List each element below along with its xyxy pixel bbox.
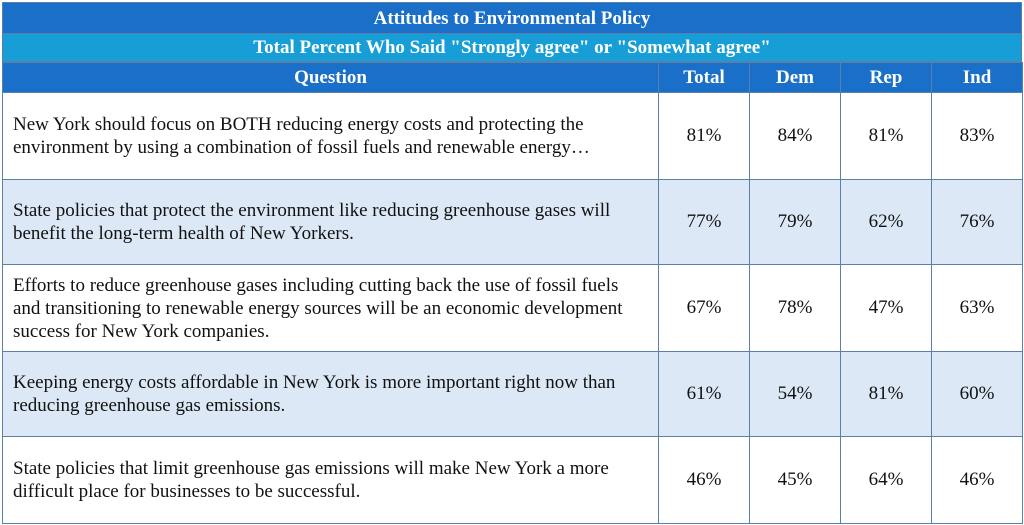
column-header-rep: Rep xyxy=(840,62,932,93)
ind-cell: 60% xyxy=(931,351,1023,437)
table-row: State policies that limit greenhouse gas… xyxy=(2,436,1023,524)
column-header-ind: Ind xyxy=(931,62,1023,93)
table-title: Attitudes to Environmental Policy xyxy=(2,2,1022,34)
total-cell: 61% xyxy=(658,351,750,437)
total-cell: 77% xyxy=(658,179,750,265)
column-header-question: Question xyxy=(2,62,659,93)
ind-cell: 63% xyxy=(931,264,1023,352)
dem-cell: 78% xyxy=(749,264,841,352)
table-row: New York should focus on BOTH reducing e… xyxy=(2,92,1023,180)
rep-cell: 62% xyxy=(840,179,932,265)
table-row: State policies that protect the environm… xyxy=(2,179,1023,265)
rep-cell: 64% xyxy=(840,436,932,524)
dem-cell: 79% xyxy=(749,179,841,265)
total-cell: 67% xyxy=(658,264,750,352)
ind-cell: 76% xyxy=(931,179,1023,265)
column-header-dem: Dem xyxy=(749,62,841,93)
question-cell: Keeping energy costs affordable in New Y… xyxy=(2,351,659,437)
table-row: Efforts to reduce greenhouse gases inclu… xyxy=(2,264,1023,352)
ind-cell: 83% xyxy=(931,92,1023,180)
rep-cell: 81% xyxy=(840,92,932,180)
column-header-total: Total xyxy=(658,62,750,93)
question-cell: Efforts to reduce greenhouse gases inclu… xyxy=(2,264,659,352)
ind-cell: 46% xyxy=(931,436,1023,524)
question-cell: State policies that protect the environm… xyxy=(2,179,659,265)
table-subtitle: Total Percent Who Said "Strongly agree" … xyxy=(2,34,1022,62)
dem-cell: 45% xyxy=(749,436,841,524)
table-row: Keeping energy costs affordable in New Y… xyxy=(2,351,1023,437)
dem-cell: 84% xyxy=(749,92,841,180)
rep-cell: 81% xyxy=(840,351,932,437)
total-cell: 81% xyxy=(658,92,750,180)
attitudes-table: Question Total Dem Rep Ind New York shou… xyxy=(2,62,1023,524)
question-cell: State policies that limit greenhouse gas… xyxy=(2,436,659,524)
total-cell: 46% xyxy=(658,436,750,524)
question-cell: New York should focus on BOTH reducing e… xyxy=(2,92,659,180)
header-row: Question Total Dem Rep Ind xyxy=(2,62,1023,93)
rep-cell: 47% xyxy=(840,264,932,352)
dem-cell: 54% xyxy=(749,351,841,437)
